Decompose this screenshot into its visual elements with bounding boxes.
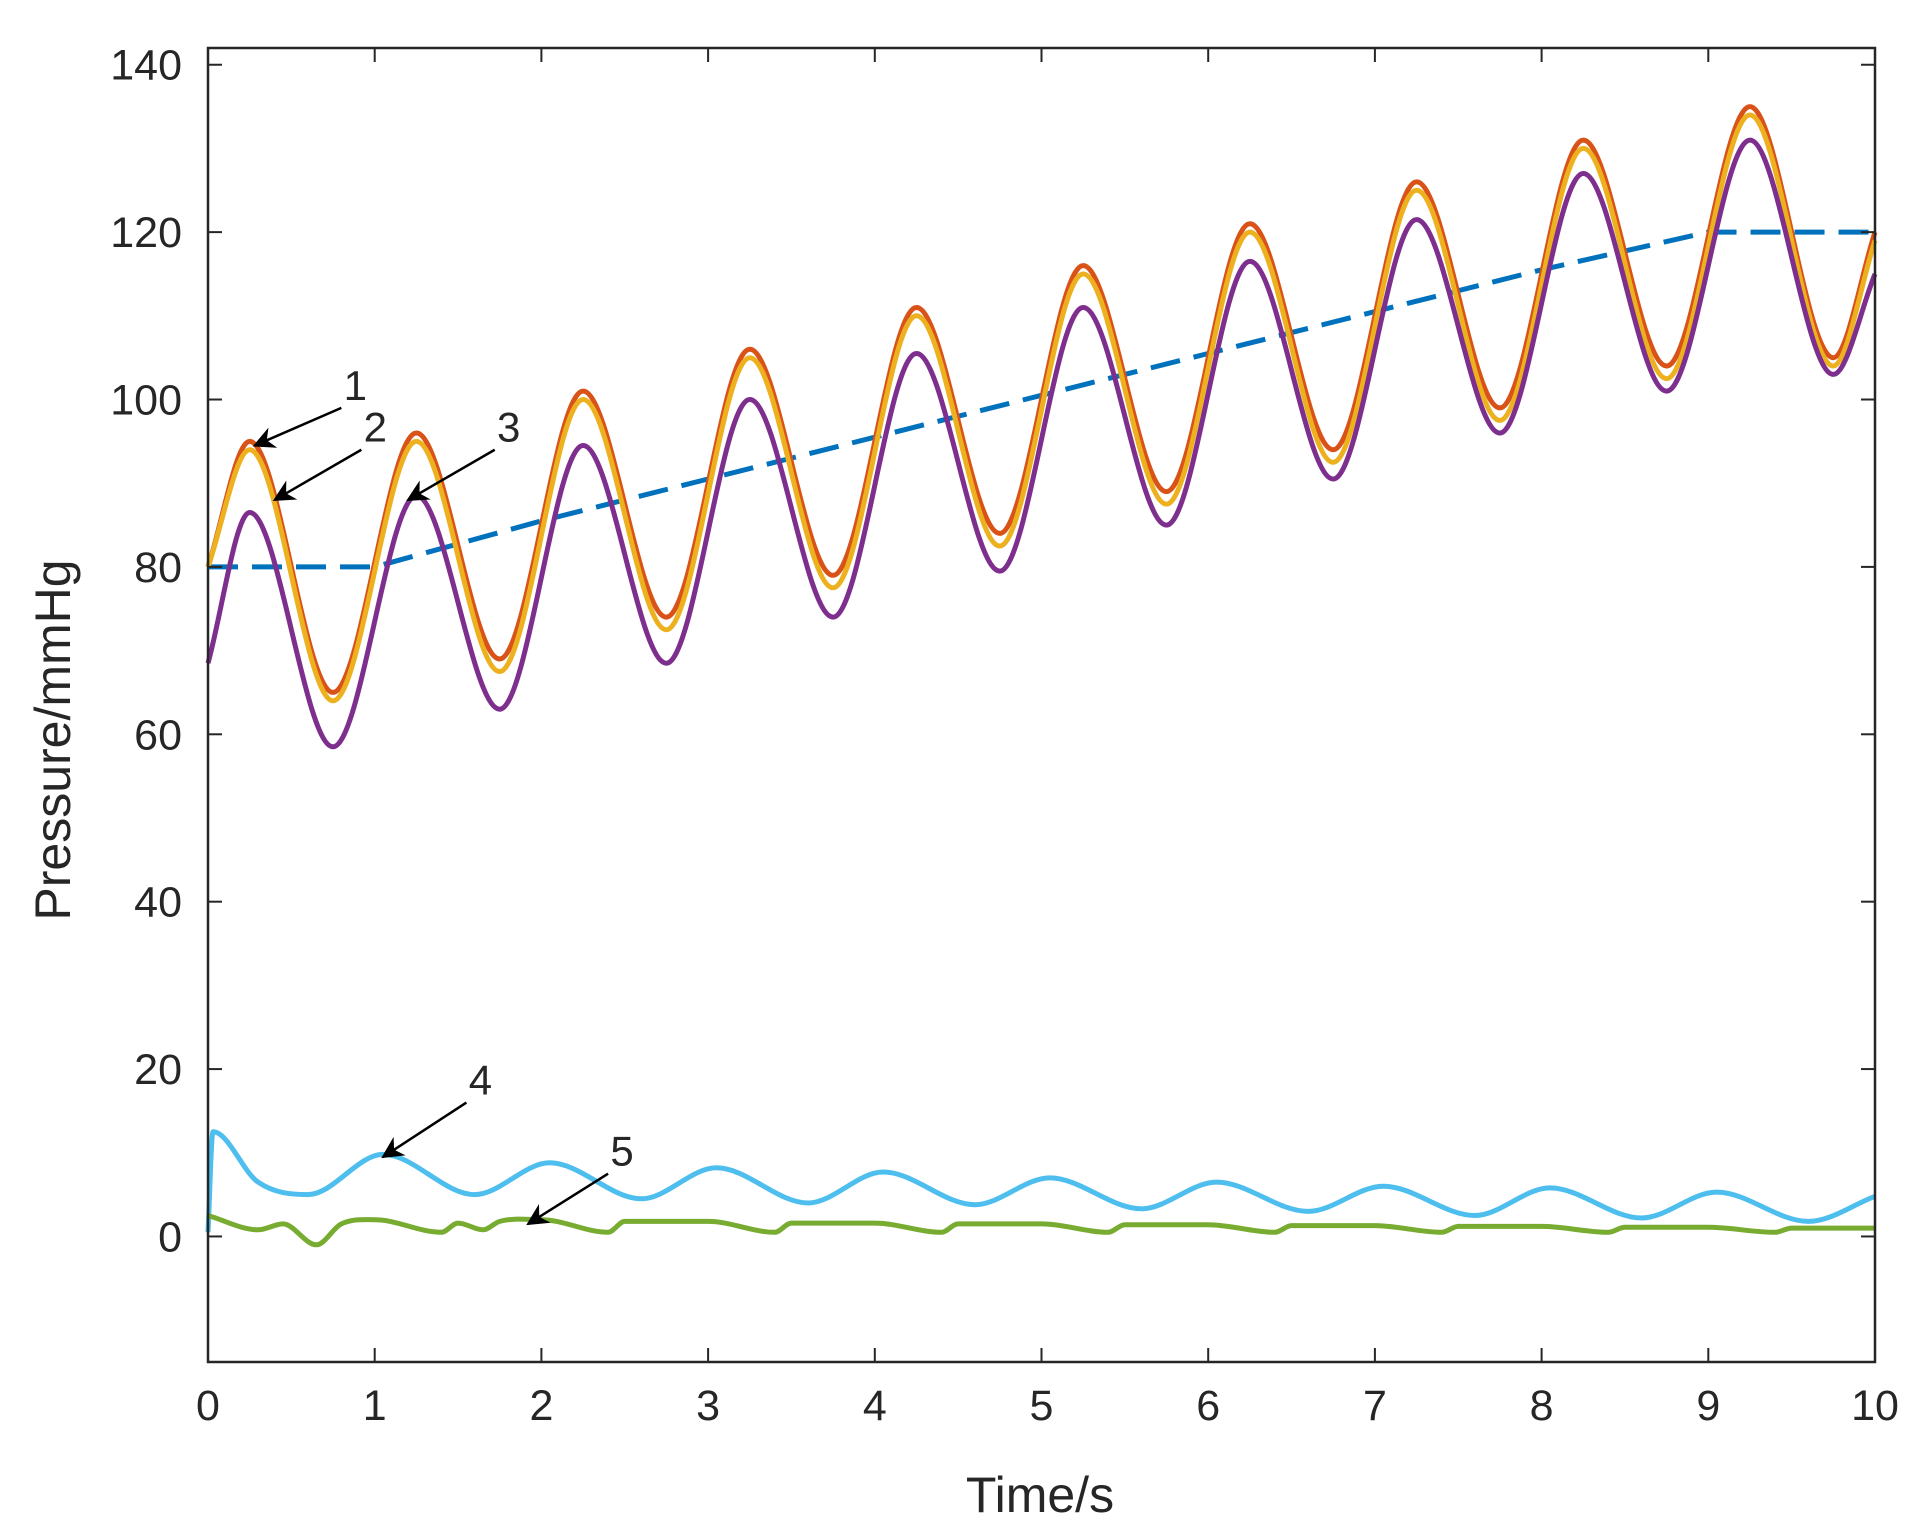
- annotation-label-1: 1: [344, 362, 367, 409]
- x-tick-label: 2: [529, 1382, 553, 1430]
- y-tick-label: 80: [134, 544, 182, 592]
- annotation-arrow-2: [272, 448, 362, 502]
- annotation-label-2: 2: [364, 404, 387, 451]
- series-line-4: [205, 137, 1878, 750]
- annotation-arrow-1: [252, 406, 342, 448]
- x-tick-label: 3: [696, 1382, 720, 1430]
- x-axis-title: Time/s: [966, 1467, 1114, 1523]
- annotation-arrow-3: [406, 448, 496, 502]
- annotation-label-4: 4: [469, 1057, 492, 1104]
- annotation-arrow-5: [526, 1172, 609, 1226]
- x-tick-label: 7: [1363, 1382, 1387, 1430]
- series-line-6: [207, 1213, 1875, 1248]
- y-tick-label: 20: [134, 1046, 182, 1094]
- x-tick-label: 6: [1196, 1382, 1220, 1430]
- annotation-layer: 12 3 4 5: [252, 362, 634, 1226]
- x-tick-label: 1: [363, 1382, 387, 1430]
- y-tick-label: 0: [158, 1213, 182, 1261]
- x-tick-label: 8: [1530, 1382, 1554, 1430]
- x-tick-label: 10: [1851, 1382, 1899, 1430]
- annotation-arrow-4: [381, 1101, 468, 1159]
- y-tick-label: 60: [134, 711, 182, 759]
- y-tick-label: 140: [110, 42, 182, 90]
- x-tick-label: 9: [1696, 1382, 1720, 1430]
- y-axis-title: Pressure/mmHg: [25, 559, 81, 920]
- y-tick-label: 100: [110, 377, 182, 425]
- x-tick-label: 4: [863, 1382, 887, 1430]
- annotation-label-5: 5: [610, 1128, 633, 1175]
- annotation-label-3: 3: [497, 404, 520, 451]
- y-tick-label: 120: [110, 209, 182, 257]
- y-tick-label: 40: [134, 879, 182, 927]
- x-tick-label: 5: [1030, 1382, 1054, 1430]
- series-line-3: [205, 112, 1878, 704]
- x-tick-label: 0: [196, 1382, 220, 1430]
